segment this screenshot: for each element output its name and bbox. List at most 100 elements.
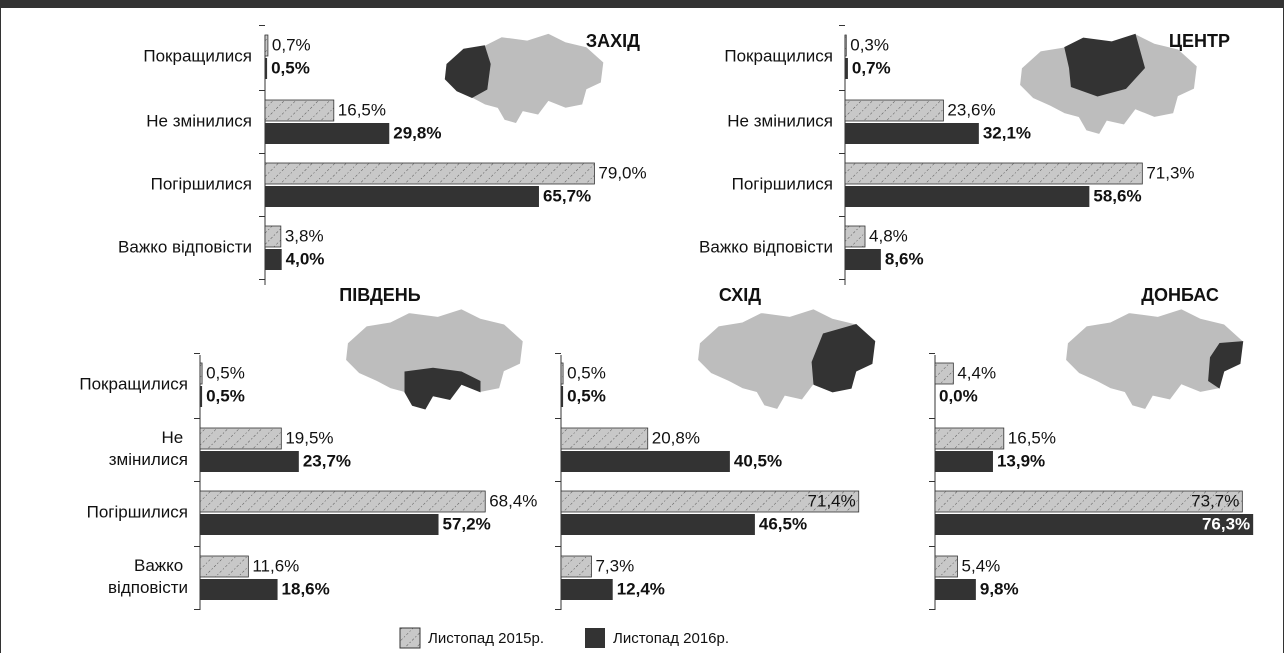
map-south (345, 308, 524, 410)
chart-title: ПІВДЕНЬ (339, 285, 421, 305)
value-label: 4,0% (286, 249, 325, 268)
value-label: 0,7% (852, 58, 891, 77)
value-label: 16,5% (338, 100, 386, 119)
value-label: 4,8% (869, 226, 908, 245)
value-label: 71,4% (808, 491, 856, 510)
value-label: 76,3% (1202, 514, 1250, 533)
bar (935, 514, 1254, 535)
value-label: 3,8% (285, 226, 324, 245)
bar (934, 362, 954, 385)
bar (560, 555, 592, 578)
value-label: 9,8% (980, 579, 1019, 598)
bar (845, 58, 848, 79)
category-label: Покращилися (79, 374, 188, 393)
bar (561, 579, 613, 600)
value-label: 8,6% (885, 249, 924, 268)
value-label: 13,9% (997, 451, 1045, 470)
bar (561, 514, 755, 535)
bar (265, 186, 539, 207)
bar (561, 451, 730, 472)
value-label: 71,3% (1146, 163, 1194, 182)
value-label: 0,5% (567, 386, 606, 405)
bar (265, 123, 390, 144)
value-label: 0,3% (850, 35, 889, 54)
bar (265, 58, 268, 79)
value-label: 20,8% (652, 428, 700, 447)
bar (934, 490, 1243, 513)
legend-label: Листопад 2016р. (613, 630, 729, 647)
category-label: Важко відповісти (699, 237, 833, 256)
bar (935, 579, 976, 600)
category-label: Погіршилися (151, 174, 252, 193)
chart-title: СХІД (719, 285, 761, 305)
bar (845, 186, 1090, 207)
value-label: 32,1% (983, 123, 1031, 142)
map-donbas (1065, 308, 1244, 410)
bar (199, 490, 486, 513)
value-label: 73,7% (1191, 491, 1239, 510)
value-label: 4,4% (957, 363, 996, 382)
value-label: 7,3% (595, 556, 634, 575)
value-label: 11,6% (252, 556, 299, 575)
legend-label: Листопад 2015р. (428, 630, 544, 647)
bar (199, 362, 203, 385)
value-label: 0,0% (939, 386, 978, 405)
bar (844, 34, 847, 57)
category-label: Покращилися (724, 46, 833, 65)
value-label: 40,5% (734, 451, 782, 470)
bar (200, 386, 203, 407)
chart-title: ЗАХІД (586, 31, 640, 51)
bar (264, 99, 335, 122)
value-label: 65,7% (543, 186, 591, 205)
value-label: 0,5% (206, 386, 245, 405)
value-label: 68,4% (489, 491, 537, 510)
value-label: 46,5% (759, 514, 807, 533)
value-label: 58,6% (1093, 186, 1141, 205)
value-label: 19,5% (285, 428, 333, 447)
bar (265, 249, 282, 270)
bar (844, 99, 944, 122)
value-label: 79,0% (598, 163, 646, 182)
value-label: 18,6% (282, 579, 330, 598)
value-label: 0,7% (272, 35, 311, 54)
bar (844, 162, 1143, 185)
value-label: 0,5% (206, 363, 245, 382)
bar (934, 427, 1005, 450)
bar (845, 123, 979, 144)
bar (200, 579, 278, 600)
value-label: 57,2% (443, 514, 491, 533)
bar (561, 386, 564, 407)
value-label: 29,8% (393, 123, 441, 142)
bar (264, 162, 595, 185)
value-label: 23,7% (303, 451, 351, 470)
map-west (444, 32, 605, 124)
value-label: 0,5% (271, 58, 310, 77)
bar (199, 555, 249, 578)
value-label: 5,4% (962, 556, 1001, 575)
category-label: Важко відповісти (118, 237, 252, 256)
bar (935, 451, 993, 472)
value-label: 23,6% (947, 100, 995, 119)
bar (560, 427, 649, 450)
category-label: Не змінилися (109, 428, 188, 469)
map-east (697, 308, 876, 410)
bar (845, 249, 881, 270)
value-label: 0,5% (567, 363, 606, 382)
category-label: Не змінилися (146, 111, 252, 130)
bar (199, 427, 282, 450)
category-label: Не змінилися (727, 111, 833, 130)
bar (844, 225, 866, 248)
value-label: 12,4% (617, 579, 665, 598)
bar (200, 514, 439, 535)
category-label: Погіршилися (732, 174, 833, 193)
bar (560, 490, 860, 513)
bar (264, 34, 269, 57)
legend-swatch (585, 628, 605, 648)
map-center (1019, 33, 1198, 135)
bar (560, 362, 564, 385)
bar (200, 451, 299, 472)
bar (934, 555, 958, 578)
category-label: Покращилися (143, 46, 252, 65)
chart-title: ЦЕНТР (1169, 31, 1230, 51)
